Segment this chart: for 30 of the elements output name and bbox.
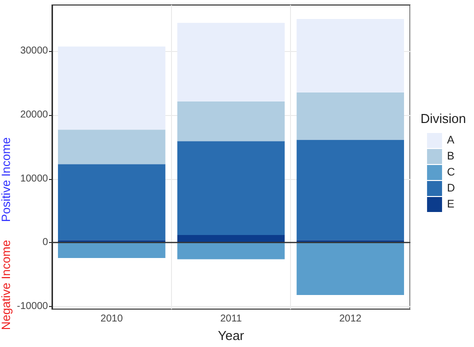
y-tick-label: 10000 <box>20 173 48 184</box>
legend-label: C <box>447 166 456 178</box>
bar <box>58 46 166 130</box>
bar <box>177 242 285 260</box>
bar <box>177 141 285 235</box>
text: Negative Income <box>0 240 13 330</box>
y-tick-label: 20000 <box>20 109 48 120</box>
bar <box>58 164 166 240</box>
bar <box>58 130 166 164</box>
x-tick-label: 2012 <box>339 314 362 325</box>
y-tick-label: -10000 <box>16 301 48 312</box>
legend-label: B <box>447 150 454 162</box>
legend-label: D <box>447 182 456 194</box>
y-tick-label: 30000 <box>20 46 48 56</box>
x-tick-label: 2011 <box>220 314 242 325</box>
legend-label: E <box>447 198 454 210</box>
bar <box>296 19 404 93</box>
x-axis-title: Year <box>218 328 245 343</box>
text: Positive Income <box>0 136 13 222</box>
bar <box>296 242 404 296</box>
bar <box>177 101 285 142</box>
legend-title: Division <box>420 111 466 126</box>
x-tick-label: 2010 <box>100 314 124 325</box>
bar <box>177 22 285 102</box>
legend-label: A <box>447 134 456 146</box>
bar <box>177 234 285 243</box>
bar <box>296 92 404 140</box>
bar <box>296 140 404 240</box>
bar <box>58 242 166 258</box>
y-tick-label: 0 <box>42 237 48 248</box>
